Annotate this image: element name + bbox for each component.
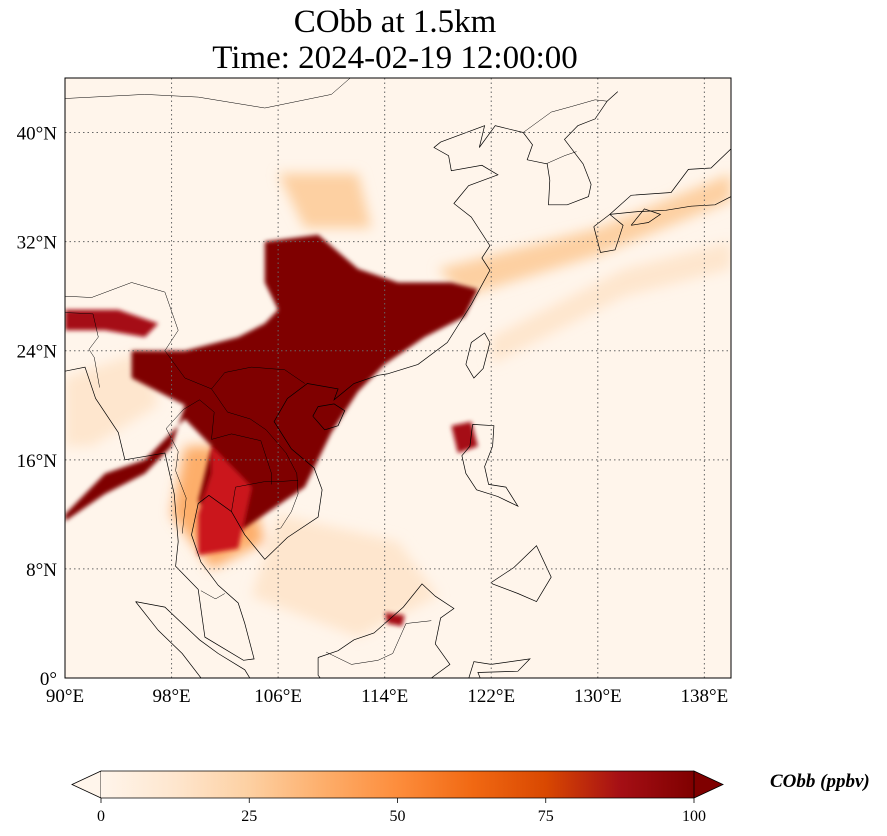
lat-tick-label: 16°N: [17, 451, 58, 472]
lat-tick-label: 0°: [40, 669, 57, 690]
pacific-streak: [491, 241, 731, 365]
colorbar-ticks: 0 25 50 75 100: [97, 798, 706, 825]
border-china-north: [65, 78, 351, 109]
lat-tick-label: 8°N: [26, 560, 57, 581]
colorbar-bar: [101, 771, 694, 798]
colorbar-tick-label: 25: [241, 808, 257, 825]
lon-tick-label: 122°E: [467, 686, 515, 707]
east-streak: [438, 173, 731, 297]
colorbar-extend-low: [71, 770, 102, 799]
coastline-luzon: [461, 424, 519, 508]
colorbar-extend-high: [693, 770, 724, 799]
lat-tick-label: 24°N: [17, 342, 58, 363]
title-line-1: CObb at 1.5km: [293, 4, 497, 40]
coastline-layer: [65, 78, 731, 678]
border-dmz: [545, 151, 577, 165]
lat-tick-label: 32°N: [17, 233, 58, 254]
lon-tick-label: 130°E: [574, 686, 622, 707]
lon-tick-label: 98°E: [152, 686, 190, 707]
coastline-kyushu: [593, 213, 624, 253]
colorbar-tick-label: 50: [390, 808, 406, 825]
border-borneo-border: [325, 620, 432, 665]
colorbar-tick-label: 100: [682, 808, 706, 825]
main-plume: [65, 234, 478, 542]
coastline-honshu: [609, 148, 731, 215]
colorbar-tick-label: 75: [538, 808, 554, 825]
chart-title: CObb at 1.5km Time: 2024-02-19 12:00:00: [0, 4, 790, 76]
coastline-korea: [522, 91, 619, 206]
lat-tick-label: 40°N: [17, 124, 58, 145]
axis-tick-layer: 90°E 98°E 106°E 114°E 122°E 130°E 138°E 0° 8°N 16…: [17, 124, 729, 707]
map-figure: 90°E 98°E 106°E 114°E 122°E 130°E 138°E 0° 8°N 16…: [17, 77, 732, 707]
lon-tick-label: 106°E: [254, 686, 302, 707]
gridline-layer: [65, 78, 731, 678]
border-cambodia: [231, 480, 299, 512]
colorbar-label: CObb (ppbv): [770, 771, 870, 792]
lon-tick-label: 90°E: [46, 686, 84, 707]
thailand-plume: [198, 446, 252, 556]
scs-haze: [251, 514, 438, 638]
colorbar-tick-label: 0: [97, 808, 105, 825]
coastline-shikoku: [630, 208, 662, 226]
lon-tick-label: 114°E: [361, 686, 408, 707]
borneo-plume: [384, 612, 405, 627]
plume-layer: [65, 234, 478, 627]
luzon-plume: [451, 421, 478, 453]
coastline-hainan: [312, 403, 346, 431]
coastline-mainland-asia: [65, 125, 524, 661]
border-malaysia-thai: [200, 590, 225, 600]
border-bhutan-bd: [65, 312, 100, 388]
coastline-mindanao: [490, 545, 552, 603]
border-nk-china: [523, 99, 608, 133]
coastline-taiwan: [465, 332, 491, 379]
coastline-sulawesi: [468, 658, 531, 678]
map-frame: [64, 77, 732, 679]
coastline-borneo: [317, 583, 455, 678]
west-plume: [65, 309, 159, 338]
border-thai-laos: [199, 399, 272, 485]
title-line-2: Time: 2024-02-19 12:00:00: [212, 40, 578, 76]
border-himalaya: [65, 282, 305, 390]
coastline-sumatra: [135, 601, 251, 678]
lon-tick-label: 138°E: [681, 686, 729, 707]
border-laos-vietnam: [211, 388, 299, 530]
north-haze: [278, 173, 372, 228]
border-myanmar-thai: [165, 399, 200, 534]
